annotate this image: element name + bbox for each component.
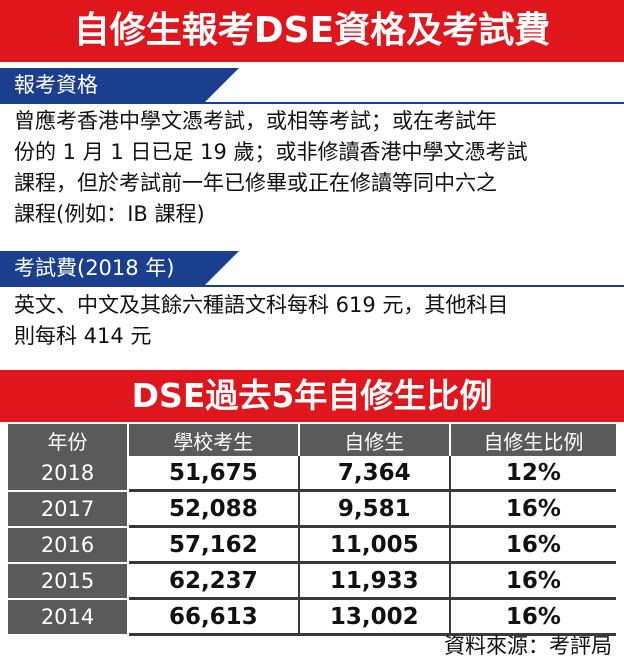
cell-school: 62,237 — [129, 564, 300, 600]
header-year: 年份 — [8, 424, 130, 456]
cell-school: 51,675 — [129, 456, 300, 492]
cell-private: 13,002 — [299, 600, 451, 636]
cell-year: 2014 — [8, 600, 130, 636]
table-row: 2017 52,088 9,581 16% — [8, 492, 616, 528]
fee-line: 則每科 414 元 — [14, 324, 152, 348]
cell-school: 52,088 — [129, 492, 300, 528]
eligibility-line: 份的 1 月 1 日已足 19 歲；或非修讀香港中學文憑考試 — [14, 140, 528, 164]
fee-line: 英文、中文及其餘六種語文科每科 619 元，其他科目 — [14, 293, 509, 317]
cell-private: 11,933 — [299, 564, 451, 600]
table-row: 2015 62,237 11,933 16% — [8, 564, 616, 600]
cell-ratio: 16% — [450, 600, 616, 636]
cell-year: 2016 — [8, 528, 130, 564]
table-row: 2016 57,162 11,005 16% — [8, 528, 616, 564]
table-header-row: 年份 學校考生 自修生 自修生比例 — [8, 424, 616, 456]
cell-school: 57,162 — [129, 528, 300, 564]
table-row: 2014 66,613 13,002 16% — [8, 600, 616, 636]
table-row: 2018 51,675 7,364 12% — [8, 456, 616, 492]
cell-ratio: 16% — [450, 564, 616, 600]
cell-year: 2015 — [8, 564, 130, 600]
source-credit: 資料來源：考評局 — [444, 634, 612, 658]
header-school-candidates: 學校考生 — [129, 424, 300, 456]
section-eligibility-bar: 報考資格 — [0, 68, 624, 104]
page-title: 自修生報考DSE資格及考試費 — [0, 0, 624, 62]
cell-ratio: 16% — [450, 528, 616, 564]
section-fee-bar: 考試費(2018 年) — [0, 251, 624, 287]
fee-text: 英文、中文及其餘六種語文科每科 619 元，其他科目 則每科 414 元 — [14, 290, 614, 352]
cell-ratio: 12% — [450, 456, 616, 492]
cell-private: 9,581 — [299, 492, 451, 528]
header-private-candidates: 自修生 — [299, 424, 451, 456]
eligibility-line: 課程(例如：IB 課程) — [14, 202, 205, 226]
cell-ratio: 16% — [450, 492, 616, 528]
eligibility-line: 課程，但於考試前一年已修畢或正在修讀等同中六之 — [14, 171, 497, 195]
table-title: DSE過去5年自修生比例 — [0, 370, 624, 422]
eligibility-text: 曾應考香港中學文憑考試，或相等考試；或在考試年 份的 1 月 1 日已足 19 … — [14, 106, 614, 230]
cell-school: 66,613 — [129, 600, 300, 636]
cell-private: 11,005 — [299, 528, 451, 564]
header-private-ratio: 自修生比例 — [450, 424, 616, 456]
section-eligibility-heading: 報考資格 — [0, 68, 239, 102]
cell-year: 2017 — [8, 492, 130, 528]
eligibility-line: 曾應考香港中學文憑考試，或相等考試；或在考試年 — [14, 109, 497, 133]
cell-year: 2018 — [8, 456, 130, 492]
stats-table: 年份 學校考生 自修生 自修生比例 2018 51,675 7,364 12% … — [8, 424, 616, 636]
section-fee-heading: 考試費(2018 年) — [0, 251, 239, 285]
cell-private: 7,364 — [299, 456, 451, 492]
